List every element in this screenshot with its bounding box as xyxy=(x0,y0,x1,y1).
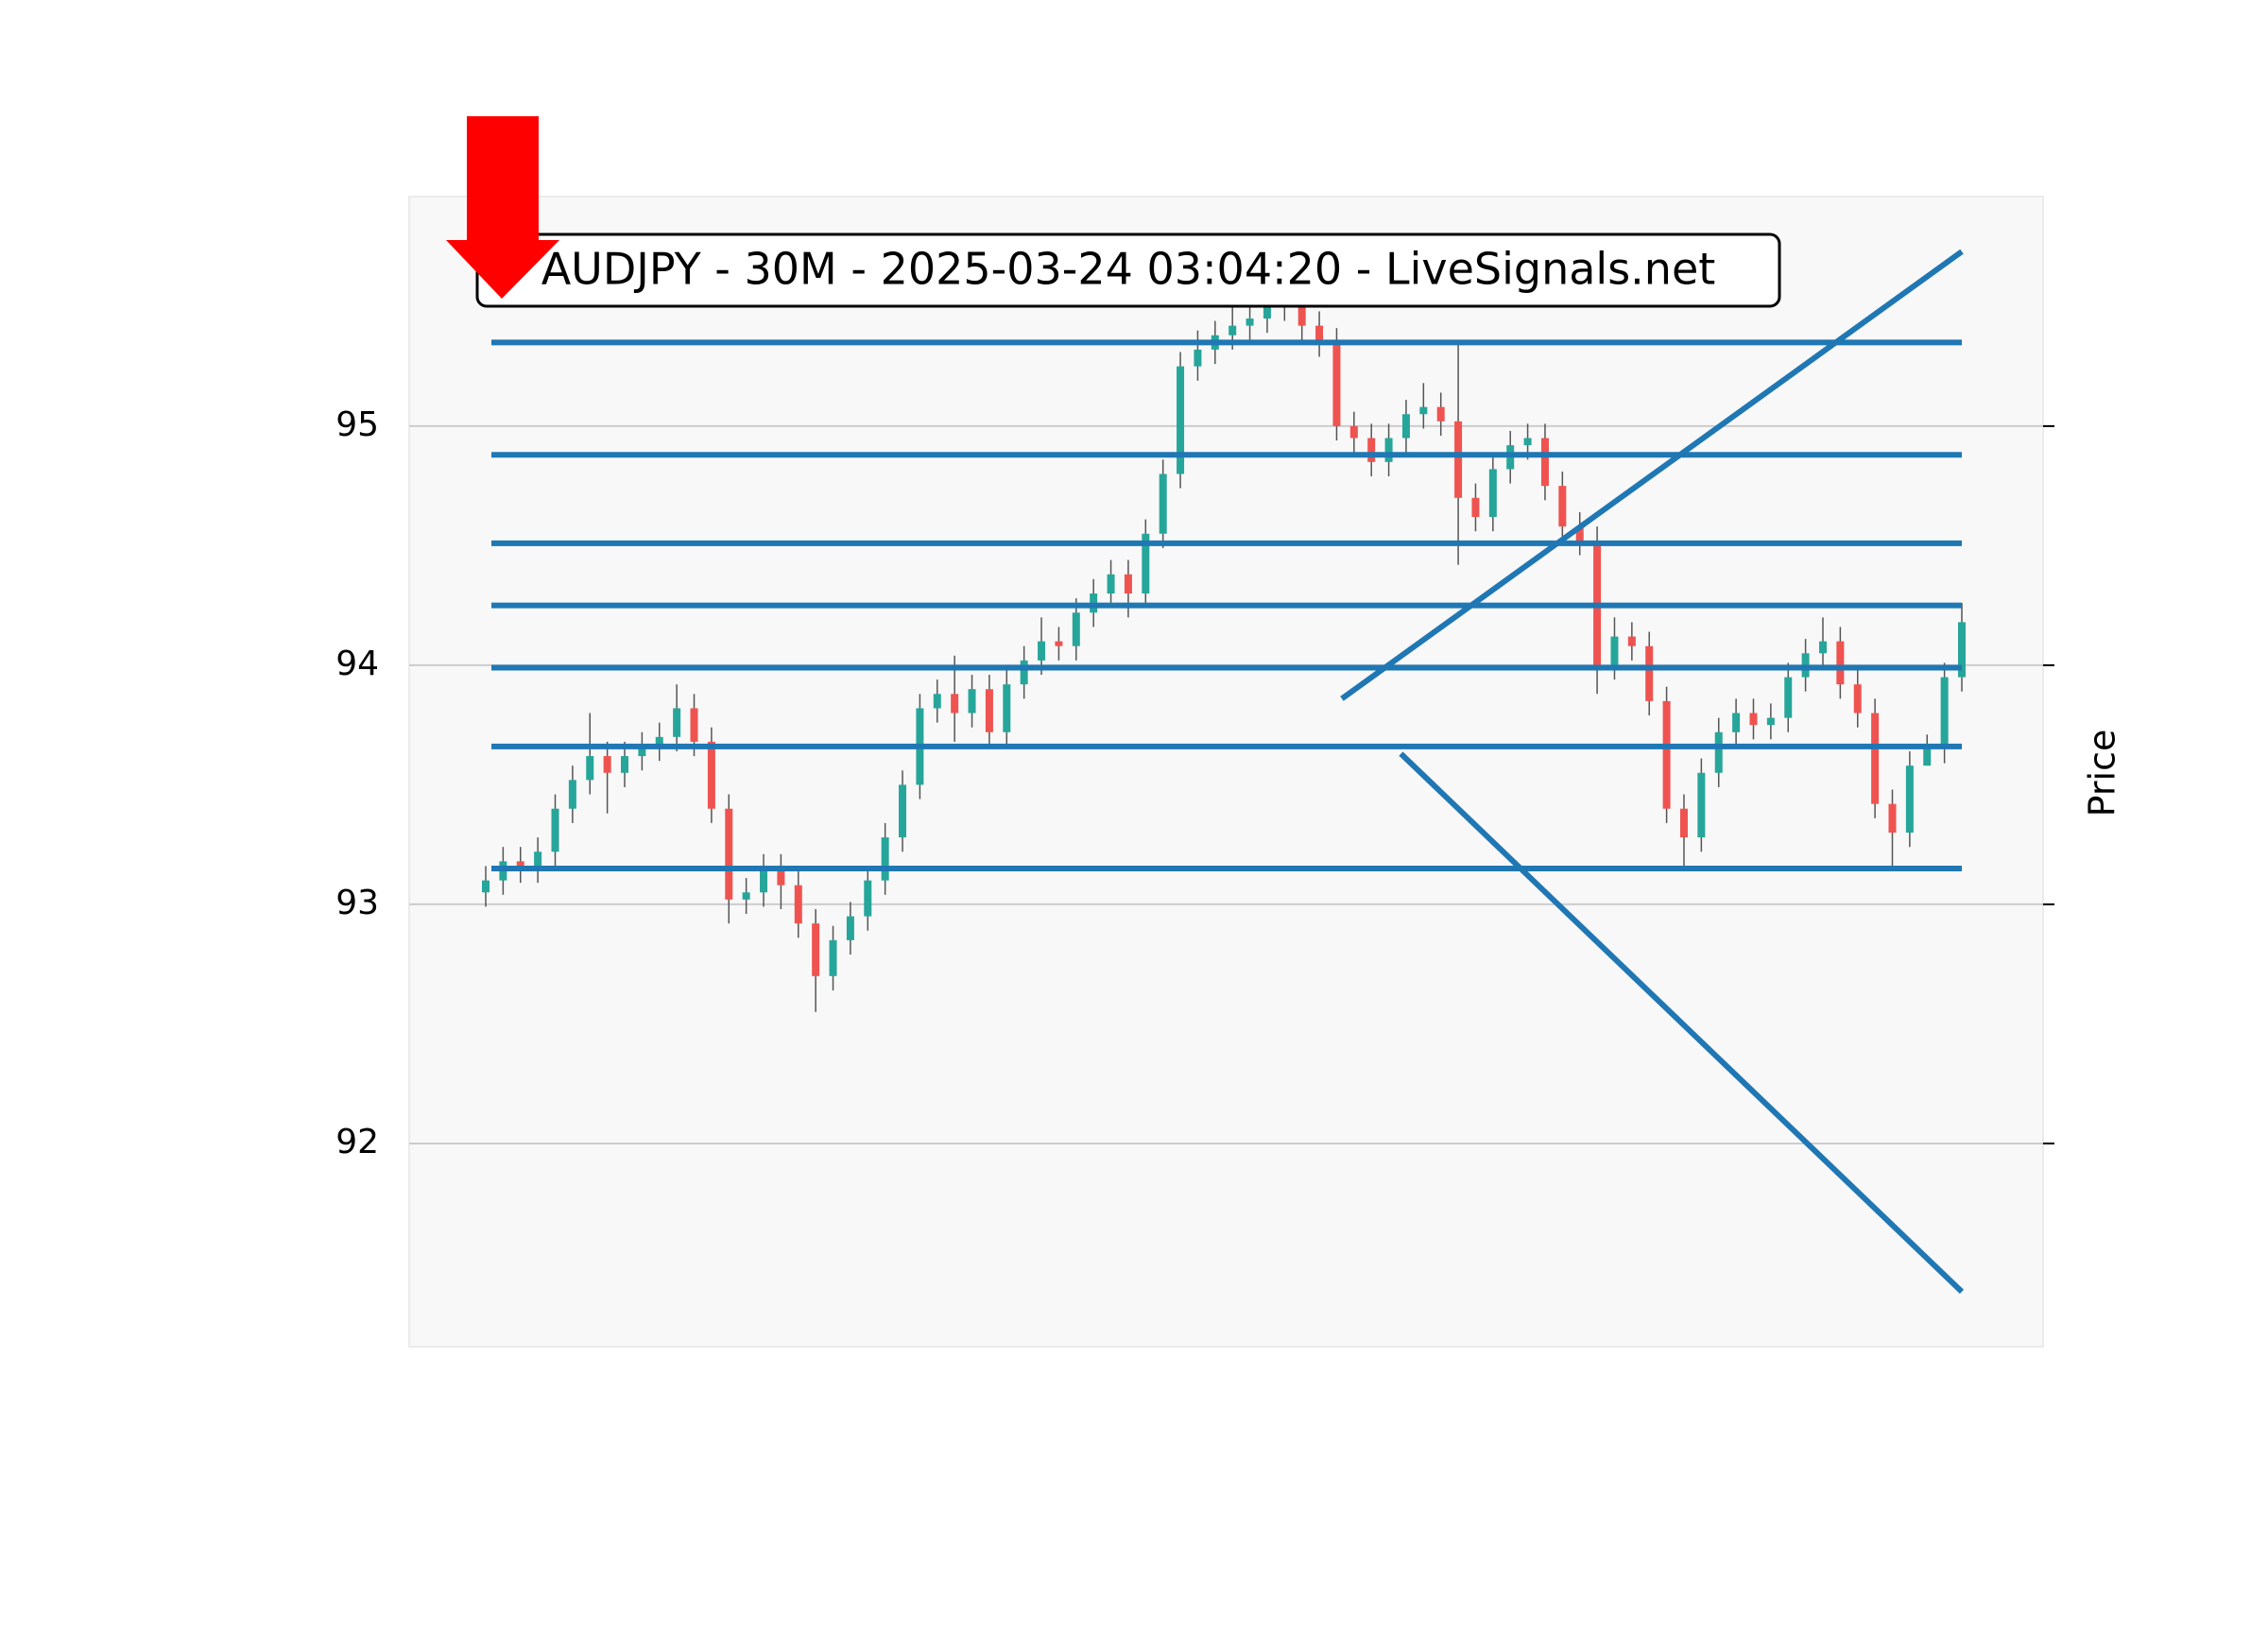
candle-body xyxy=(1228,325,1237,335)
candle-body xyxy=(1645,645,1654,701)
trend-line xyxy=(1399,751,1965,1294)
candle-body xyxy=(1871,713,1880,804)
candle-body xyxy=(1142,533,1150,594)
candle-body xyxy=(1419,406,1428,415)
candle-body xyxy=(899,784,907,838)
candle-body xyxy=(1575,526,1584,542)
candle-body xyxy=(829,939,837,976)
grid: 92 93 94 95 xyxy=(335,405,2054,1161)
candle-body xyxy=(1488,469,1497,518)
candle-body xyxy=(1888,803,1897,834)
candle-body xyxy=(1194,349,1202,367)
candle-body xyxy=(1367,438,1376,462)
candle-body xyxy=(1853,684,1862,714)
candle-body xyxy=(1732,713,1741,732)
candle-body xyxy=(846,916,854,940)
candle-body xyxy=(760,868,768,893)
candle-body xyxy=(516,861,524,869)
candle-body xyxy=(603,756,611,773)
candle-body xyxy=(638,746,646,757)
overlay xyxy=(491,249,1965,1294)
candle-body xyxy=(1246,318,1254,326)
red-arrow xyxy=(446,116,559,299)
candle-body xyxy=(690,708,698,742)
candle-body xyxy=(655,736,663,747)
candle-body xyxy=(1003,684,1011,732)
candle-body xyxy=(568,780,576,809)
candle-body xyxy=(1836,641,1845,685)
candle-body xyxy=(621,756,629,773)
candle-body xyxy=(1540,438,1549,487)
candle-body xyxy=(1523,438,1532,446)
candle-body xyxy=(1940,677,1949,749)
candle-body xyxy=(1315,325,1324,343)
candle-body xyxy=(1401,414,1410,439)
candle-body xyxy=(707,741,715,809)
candle-body xyxy=(864,880,872,917)
arrow-shaft xyxy=(467,116,539,243)
candle-body xyxy=(725,808,733,900)
candle-body xyxy=(1055,641,1063,646)
candle-body xyxy=(482,880,490,893)
y-tick-label: 93 xyxy=(335,884,379,922)
candle-body xyxy=(1749,713,1758,726)
candle-body xyxy=(586,756,594,781)
candle-body xyxy=(1714,731,1723,773)
candle-body xyxy=(1662,700,1671,809)
y-tick-label: 95 xyxy=(335,405,379,444)
candle-body xyxy=(1627,636,1636,646)
candle-body xyxy=(1610,636,1619,665)
y-tick-label: 92 xyxy=(335,1123,379,1161)
candle-body xyxy=(951,694,959,714)
candle-body xyxy=(1558,486,1567,527)
chart-title: AUDJPY - 30M - 2025-03-24 03:04:20 - Liv… xyxy=(541,244,1716,295)
candle-body xyxy=(1124,574,1132,594)
y-tick-label: 94 xyxy=(335,645,379,683)
candle-body xyxy=(1766,717,1775,726)
trend-line xyxy=(1340,249,1964,701)
candle-body xyxy=(1923,748,1932,766)
title-box: AUDJPY - 30M - 2025-03-24 03:04:20 - Liv… xyxy=(475,232,1781,308)
candle-body xyxy=(1177,366,1185,474)
candle-body xyxy=(777,868,785,886)
candle-body xyxy=(1905,765,1914,834)
candle-body xyxy=(551,808,559,852)
y-axis-label: Price xyxy=(2082,730,2123,817)
candle-body xyxy=(1349,425,1358,439)
candle-body xyxy=(1679,808,1688,838)
candle-body xyxy=(1436,406,1445,421)
candle-body xyxy=(1454,421,1463,498)
candle-body xyxy=(1020,660,1028,685)
candle-body xyxy=(1072,612,1080,646)
candle-body xyxy=(985,689,993,732)
candle-body xyxy=(881,837,889,881)
candle-body xyxy=(1038,641,1046,661)
candle-body xyxy=(812,923,820,976)
candle-body xyxy=(1263,306,1271,319)
candle-body xyxy=(933,694,941,709)
candle-body xyxy=(794,885,802,924)
candle-body xyxy=(1159,473,1167,534)
candle-body xyxy=(742,892,750,900)
candle-body xyxy=(1332,342,1341,426)
candle-body xyxy=(1958,622,1966,678)
candle-body xyxy=(1297,294,1306,326)
candle-body xyxy=(1784,677,1793,718)
candle-body xyxy=(1107,574,1115,594)
candle-body xyxy=(1384,438,1393,462)
candle-body xyxy=(1697,772,1706,838)
candle-body xyxy=(968,689,976,714)
arrow-head xyxy=(446,240,559,299)
candle-body xyxy=(1471,497,1480,518)
candle-body xyxy=(1818,641,1827,654)
candle-body xyxy=(673,708,681,737)
candle-body xyxy=(534,851,542,869)
